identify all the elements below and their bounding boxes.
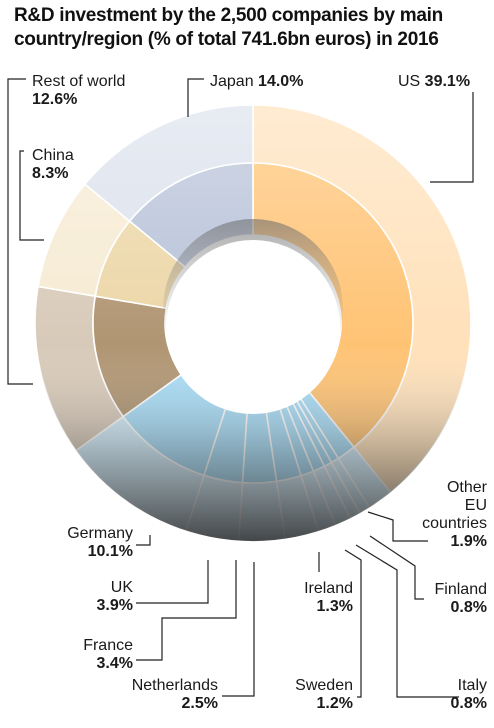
- leader-line-italy: [355, 544, 459, 698]
- label-name-ireland: Ireland: [304, 580, 353, 597]
- label-name-japan: Japan: [210, 73, 258, 90]
- label-name-rest-of-world: Rest of world: [32, 73, 125, 90]
- label-name-sweden: Sweden: [295, 677, 353, 694]
- label-name-other-eu-countries: Other EU countries: [422, 479, 488, 532]
- leader-line-sweden: [344, 549, 362, 698]
- leader-line-netherlands: [222, 562, 255, 697]
- label-us: US 39.1%: [398, 73, 470, 90]
- label-value-netherlands: 2.5%: [182, 695, 218, 712]
- leader-line-us: [430, 92, 474, 183]
- label-name-netherlands: Netherlands: [132, 677, 218, 694]
- leader-line-japan: [187, 78, 204, 117]
- label-name-us: US: [398, 73, 425, 90]
- label-value-sweden: 1.2%: [317, 695, 353, 712]
- leader-line-rest-of-world: [7, 78, 33, 385]
- label-value-uk: 3.9%: [97, 597, 133, 614]
- label-value-china: 8.3%: [32, 165, 68, 182]
- leader-line-uk: [136, 560, 209, 604]
- label-name-uk: UK: [111, 579, 134, 596]
- label-value-other-eu-countries: 1.9%: [451, 533, 487, 550]
- label-name-france: France: [83, 637, 133, 654]
- label-name-italy: Italy: [458, 677, 487, 694]
- label-value-finland: 0.8%: [451, 599, 487, 616]
- ring-shading: [34, 104, 472, 542]
- donut-hole: [166, 240, 340, 414]
- label-value-france: 3.4%: [97, 655, 133, 672]
- leader-line-finland: [369, 535, 424, 600]
- label-japan: Japan 14.0%: [210, 73, 303, 90]
- label-value-japan: 14.0%: [258, 73, 303, 90]
- label-name-china: China: [32, 147, 74, 164]
- leader-line-france: [136, 560, 237, 661]
- leader-line-china: [19, 150, 44, 241]
- label-value-ireland: 1.3%: [317, 598, 353, 615]
- chart-title: R&D investment by the 2,500 companies by…: [14, 5, 443, 50]
- leader-line-germany: [136, 535, 151, 546]
- label-value-italy: 0.8%: [451, 695, 487, 712]
- label-value-us: 39.1%: [425, 73, 470, 90]
- leader-line-other-eu-countries: [367, 511, 428, 542]
- label-value-rest-of-world: 12.6%: [32, 91, 77, 108]
- label-name-finland: Finland: [435, 581, 487, 598]
- label-name-germany: Germany: [67, 525, 133, 542]
- label-value-germany: 10.1%: [88, 543, 133, 560]
